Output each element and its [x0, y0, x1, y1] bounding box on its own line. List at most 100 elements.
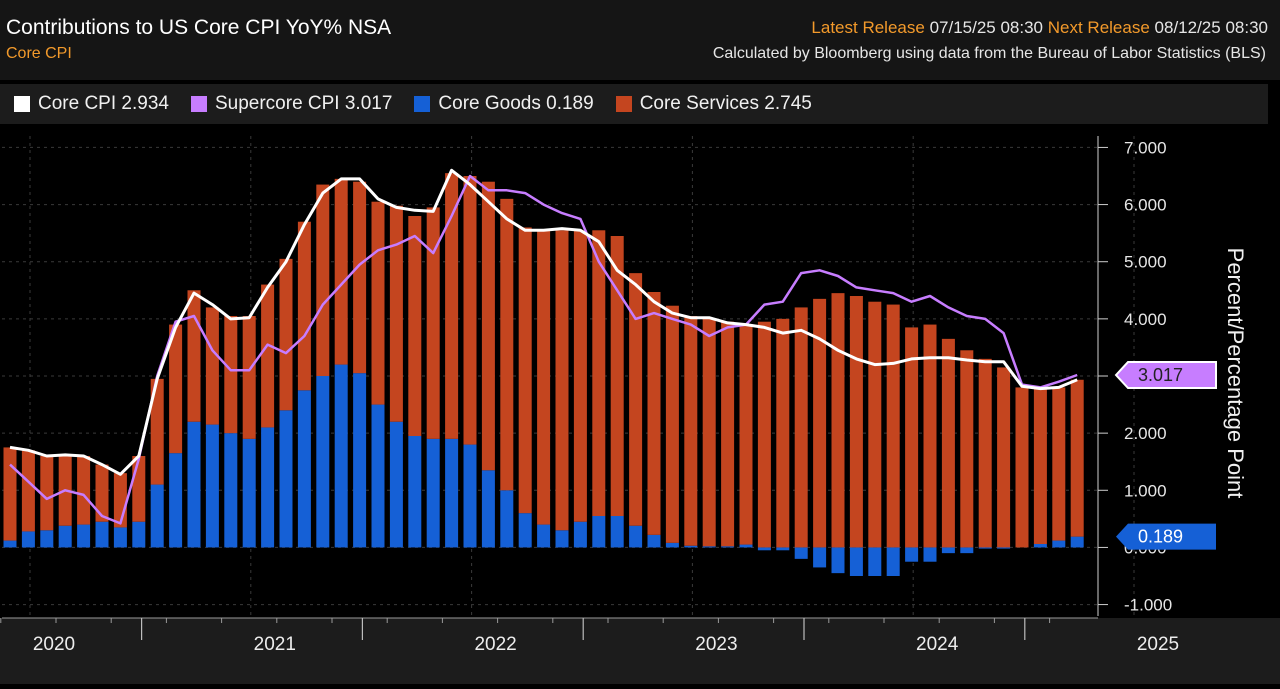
legend-label-core-goods: Core Goods 0.189	[438, 93, 594, 114]
bar-core-goods	[905, 547, 919, 562]
bar-core-goods	[187, 421, 201, 548]
bar-core-services	[389, 205, 403, 422]
legend-swatch-core-services	[615, 96, 632, 112]
bar-core-goods	[58, 525, 72, 548]
chart-subtitle: Core CPI	[6, 45, 72, 62]
chart-svg: -1.0000.0001.0002.0003.0004.0005.0006.00…	[0, 136, 1280, 684]
chart-area: -1.0000.0001.0002.0003.0004.0005.0006.00…	[0, 128, 1280, 684]
bar-core-goods	[1052, 540, 1066, 548]
y-tick-label: 6.000	[1124, 196, 1167, 215]
chart-legend: Core CPI 2.934 Supercore CPI 3.017 Core …	[0, 84, 1268, 124]
bar-core-goods	[1033, 544, 1047, 548]
bar-core-goods	[150, 484, 164, 548]
bar-core-goods	[353, 373, 367, 548]
bar-core-goods	[371, 404, 385, 548]
legend-swatch-core-cpi	[14, 96, 30, 112]
bar-core-goods	[113, 527, 127, 548]
bar-core-services	[849, 296, 863, 548]
bar-core-services	[886, 304, 900, 548]
bar-core-goods	[500, 490, 514, 548]
bar-core-goods	[77, 524, 91, 548]
legend-item-core-goods[interactable]: Core Goods 0.189	[414, 93, 594, 115]
bar-core-services	[169, 324, 183, 454]
last-value-text-core-goods: 0.189	[1138, 527, 1183, 547]
bar-core-goods	[629, 525, 643, 548]
y-tick-label: 4.000	[1124, 310, 1167, 329]
x-tick-label: 2022	[474, 634, 516, 655]
bar-core-services	[1070, 379, 1084, 537]
bar-core-services	[537, 230, 551, 525]
bar-core-goods	[868, 547, 882, 576]
bar-core-goods	[3, 540, 17, 548]
x-tick-label: 2021	[254, 634, 296, 655]
bar-core-services	[721, 321, 735, 547]
latest-release-value: 07/15/25 08:30	[929, 18, 1044, 37]
bar-core-services	[242, 316, 256, 439]
bar-core-services	[1033, 388, 1047, 544]
x-tick-label: 2020	[33, 634, 75, 655]
bar-core-services	[224, 316, 238, 434]
last-value-text-supercore: 3.017	[1138, 365, 1183, 385]
bar-core-services	[702, 318, 716, 547]
bar-core-services	[1052, 387, 1066, 541]
bar-core-services	[757, 321, 771, 548]
bar-core-services	[150, 378, 164, 485]
series-line-core-cpi	[9, 168, 1078, 476]
bar-core-goods	[21, 531, 35, 548]
bar-core-goods	[555, 530, 569, 548]
bar-core-services	[776, 318, 790, 548]
bar-core-goods	[537, 524, 551, 548]
bar-core-goods	[813, 547, 827, 568]
bar-core-goods	[794, 547, 808, 559]
bar-core-goods	[849, 547, 863, 576]
legend-swatch-core-goods	[414, 96, 431, 112]
bar-core-goods	[389, 421, 403, 548]
bar-core-goods	[224, 433, 238, 548]
chart-header: Contributions to US Core CPI YoY% NSA Co…	[0, 0, 1280, 80]
bar-core-goods	[40, 530, 54, 548]
bar-core-services	[187, 290, 201, 422]
bar-core-services	[3, 447, 17, 541]
next-release-value: 08/12/25 08:30	[1154, 18, 1268, 37]
bar-core-services	[960, 350, 974, 548]
bar-core-services	[353, 181, 367, 374]
legend-item-core-services[interactable]: Core Services 2.745	[615, 93, 812, 115]
bar-core-services	[813, 298, 827, 548]
bar-core-goods	[481, 470, 495, 548]
bar-core-services	[573, 230, 587, 522]
last-value-tag-supercore	[1114, 361, 1217, 390]
bar-core-goods	[721, 546, 735, 548]
bar-core-goods	[205, 424, 219, 548]
bar-core-services	[941, 338, 955, 548]
bar-core-goods	[702, 546, 716, 548]
bar-core-services	[684, 316, 698, 546]
bar-core-goods	[408, 436, 422, 548]
y-tick-label: 5.000	[1124, 253, 1167, 272]
bar-core-services	[592, 230, 606, 516]
next-release-label: Next Release	[1047, 18, 1150, 37]
bar-core-goods	[95, 521, 109, 548]
bar-core-goods	[279, 410, 293, 548]
bar-core-goods	[445, 438, 459, 548]
legend-item-core-cpi[interactable]: Core CPI 2.934	[14, 93, 169, 115]
bar-core-services	[261, 284, 275, 428]
bar-core-services	[77, 456, 91, 525]
bar-core-services	[279, 258, 293, 411]
bar-core-services	[297, 221, 311, 391]
bar-core-services	[500, 198, 514, 491]
bar-core-goods	[941, 547, 955, 554]
bar-core-goods	[261, 427, 275, 548]
legend-item-supercore-cpi[interactable]: Supercore CPI 3.017	[190, 93, 393, 115]
legend-swatch-supercore-cpi	[190, 96, 207, 112]
bar-core-goods	[242, 438, 256, 548]
latest-release-label: Latest Release	[811, 18, 925, 37]
legend-label-supercore-cpi: Supercore CPI 3.017	[214, 93, 393, 114]
bar-core-goods	[684, 545, 698, 548]
bar-core-services	[555, 230, 569, 531]
chart-title: Contributions to US Core CPI YoY% NSA	[6, 16, 392, 39]
bar-core-services	[665, 305, 679, 543]
bar-core-services	[371, 201, 385, 405]
bar-core-services	[997, 367, 1011, 548]
bar-core-goods	[316, 376, 330, 548]
bar-core-goods	[334, 364, 348, 548]
